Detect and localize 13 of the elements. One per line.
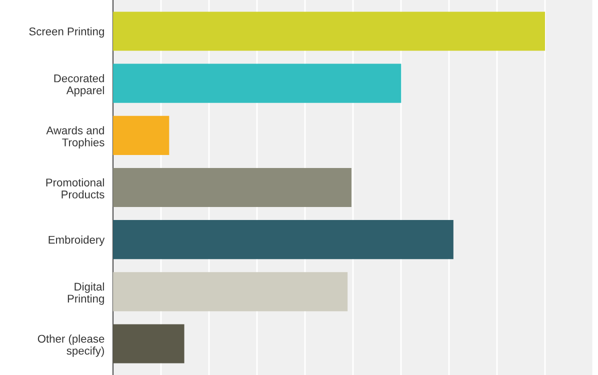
bar (113, 12, 545, 51)
bar (113, 168, 352, 208)
y-tick-label: Decorated Apparel (54, 74, 104, 96)
y-tick-label: Embroidery (48, 236, 105, 246)
bar (113, 272, 348, 312)
bar (113, 220, 454, 260)
y-tick-label: Promotional Products (46, 178, 104, 198)
y-tick-label: Screen Printing (29, 27, 104, 38)
y-tick-label: Awards and Trophies (46, 126, 104, 149)
y-tick-label: Digital Printing (68, 282, 104, 305)
y-tick-label: Other (please specify) (38, 334, 104, 357)
bar (113, 64, 402, 103)
bar (113, 116, 170, 155)
